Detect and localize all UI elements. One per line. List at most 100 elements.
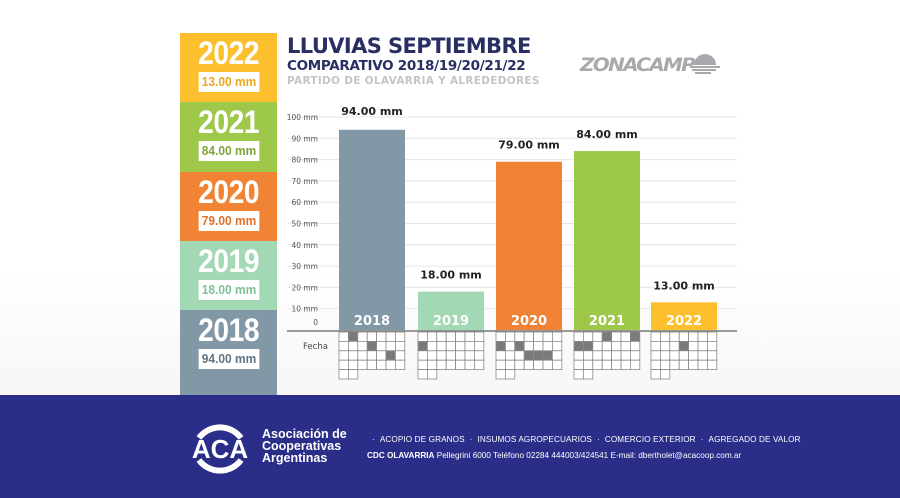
calendar-day-cell xyxy=(542,340,553,352)
region-caption: PARTIDO DE OLAVARRIA Y ALREDEDORES xyxy=(287,75,540,87)
bar-category-label: 2020 xyxy=(511,314,547,329)
y-tick-label: 70 mm xyxy=(291,177,318,186)
calendar-day-cell xyxy=(583,359,594,371)
y-tick-label: 40 mm xyxy=(291,241,318,250)
rain-day-cell xyxy=(417,340,428,352)
y-tick-label: 0 xyxy=(313,318,318,327)
calendar-day-cell xyxy=(688,350,699,361)
x-axis-label: Fecha xyxy=(303,342,328,352)
calendar-day-cell xyxy=(385,340,396,352)
year-block-2022: 2022 13.00 mm xyxy=(180,33,277,102)
calendar-day-cell xyxy=(426,331,438,342)
y-tick-label: 60 mm xyxy=(291,198,318,207)
year-total: 18.00 mm xyxy=(198,280,259,300)
calendar-day-cell xyxy=(552,359,563,371)
calendar-day-cell xyxy=(445,331,457,342)
calendar-day-cell xyxy=(688,359,699,371)
calendar-day-cell xyxy=(592,350,603,361)
y-tick-label: 100 mm xyxy=(287,113,318,122)
calendar-day-cell xyxy=(669,359,680,371)
rain-day-cell xyxy=(573,340,584,352)
calendar-day-cell xyxy=(436,340,447,352)
y-tick-label: 10 mm xyxy=(291,305,318,314)
calendar-day-cell xyxy=(533,331,544,342)
calendar-day-cell xyxy=(366,331,378,342)
calendar-day-cell xyxy=(473,350,485,361)
rain-day-cell xyxy=(630,331,641,342)
calendar-day-cell xyxy=(583,350,594,361)
calendar-day-cell xyxy=(592,331,603,342)
calendar-day-cell xyxy=(660,331,671,342)
calendar-day-cell xyxy=(611,331,622,342)
calendar-day-cell xyxy=(504,369,516,380)
calendar-day-cell xyxy=(394,350,406,361)
calendar-day-cell xyxy=(426,340,438,352)
contact-label: CDC OLAVARRIA xyxy=(367,451,435,460)
calendar-day-cell xyxy=(620,340,631,352)
calendar-day-cell xyxy=(338,340,349,352)
calendar-day-cell xyxy=(445,350,457,361)
calendar-day-cell xyxy=(338,369,349,380)
calendar-day-cell xyxy=(697,359,708,371)
rain-day-cell xyxy=(385,350,396,361)
calendar-day-cell xyxy=(338,350,349,361)
bar-value-label: 79.00 mm xyxy=(498,139,560,152)
year-number: 2019 xyxy=(198,243,259,279)
calendar-day-cell xyxy=(376,340,387,352)
calendar-day-cell xyxy=(573,350,584,361)
calendar-day-cell xyxy=(455,331,466,342)
calendar-day-cell xyxy=(357,340,368,352)
organization-name: Asociación de Cooperativas Argentinas xyxy=(262,428,347,465)
calendar-day-cell xyxy=(347,340,359,352)
y-tick-label: 30 mm xyxy=(291,262,318,271)
calendar-day-cell xyxy=(417,359,428,371)
calendar-day-cell xyxy=(464,331,475,342)
calendar-day-cell xyxy=(495,369,506,380)
calendar-day-cell xyxy=(417,331,428,342)
org-name-line: Cooperativas xyxy=(262,439,342,453)
calendar-day-cell xyxy=(592,340,603,352)
calendar-day-cell xyxy=(697,340,708,352)
bar-category-label: 2022 xyxy=(666,314,702,329)
calendar-day-cell xyxy=(473,331,485,342)
calendar-day-cell xyxy=(385,331,396,342)
year-block-2019: 2019 18.00 mm xyxy=(180,241,277,310)
service-item: ACOPIO DE GRANOS xyxy=(379,435,465,444)
calendar-day-cell xyxy=(601,359,613,371)
year-total: 79.00 mm xyxy=(198,211,259,231)
calendar-day-cell xyxy=(678,359,690,371)
calendar-day-cell xyxy=(573,331,584,342)
calendar-day-cell xyxy=(504,350,516,361)
calendar-day-cell xyxy=(426,350,438,361)
calendar-day-cell xyxy=(630,340,641,352)
calendar-day-cell xyxy=(394,340,406,352)
calendar-day-cell xyxy=(514,350,525,361)
calendar-day-cell xyxy=(552,350,563,361)
calendar-day-cell xyxy=(650,369,661,380)
calendar-day-cell xyxy=(620,350,631,361)
services-list: · ACOPIO DE GRANOS · INSUMOS AGROPECUARIOS… xyxy=(372,435,801,444)
calendar-day-cell xyxy=(357,350,368,361)
bar-2018 xyxy=(339,129,405,330)
calendar-day-cell xyxy=(669,340,680,352)
bar-2019 xyxy=(418,291,484,330)
calendar-day-cell xyxy=(376,350,387,361)
calendar-day-cell xyxy=(611,359,622,371)
calendar-day-cell xyxy=(347,359,359,371)
year-number: 2020 xyxy=(198,174,259,210)
calendar-day-cell xyxy=(394,359,406,371)
calendar-day-cell xyxy=(523,331,535,342)
calendar-day-cell xyxy=(630,350,641,361)
calendar-day-cell xyxy=(660,350,671,361)
calendar-day-cell xyxy=(417,369,428,380)
calendar-day-cell xyxy=(601,350,613,361)
calendar-day-cell xyxy=(455,340,466,352)
calendar-day-cell xyxy=(573,359,584,371)
calendar-day-cell xyxy=(552,331,563,342)
page-title: LLUVIAS SEPTIEMBRE xyxy=(287,34,531,58)
service-item: AGREGADO DE VALOR xyxy=(708,435,801,444)
calendar-day-cell xyxy=(436,350,447,361)
sun-stripes-icon xyxy=(689,54,720,74)
calendar-day-cell xyxy=(495,331,506,342)
y-tick-label: 90 mm xyxy=(291,134,318,143)
